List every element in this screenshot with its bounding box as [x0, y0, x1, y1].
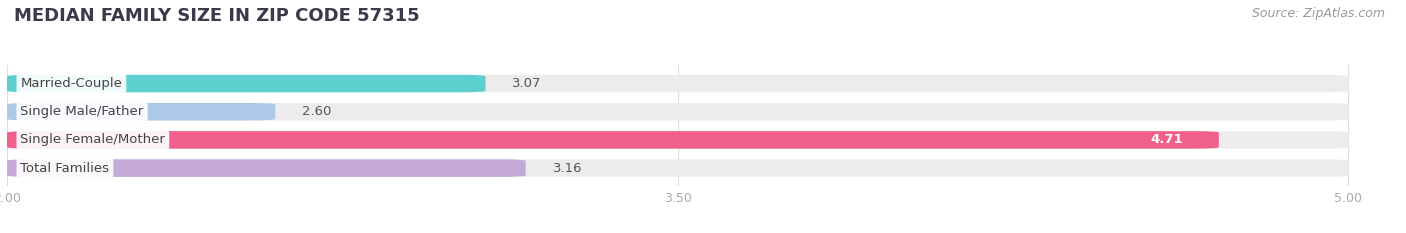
FancyBboxPatch shape: [7, 103, 1348, 120]
Text: MEDIAN FAMILY SIZE IN ZIP CODE 57315: MEDIAN FAMILY SIZE IN ZIP CODE 57315: [14, 7, 419, 25]
FancyBboxPatch shape: [7, 159, 1348, 177]
Text: Married-Couple: Married-Couple: [21, 77, 122, 90]
Text: 3.16: 3.16: [553, 161, 582, 175]
Text: 3.07: 3.07: [512, 77, 541, 90]
Text: 2.60: 2.60: [302, 105, 332, 118]
FancyBboxPatch shape: [7, 131, 1219, 149]
Text: 4.71: 4.71: [1150, 134, 1182, 146]
FancyBboxPatch shape: [7, 75, 1348, 92]
Text: Single Male/Father: Single Male/Father: [21, 105, 143, 118]
FancyBboxPatch shape: [7, 103, 276, 120]
Text: Source: ZipAtlas.com: Source: ZipAtlas.com: [1251, 7, 1385, 20]
Text: Total Families: Total Families: [21, 161, 110, 175]
FancyBboxPatch shape: [7, 131, 1348, 149]
FancyBboxPatch shape: [7, 75, 485, 92]
FancyBboxPatch shape: [7, 159, 526, 177]
Text: Single Female/Mother: Single Female/Mother: [21, 134, 166, 146]
